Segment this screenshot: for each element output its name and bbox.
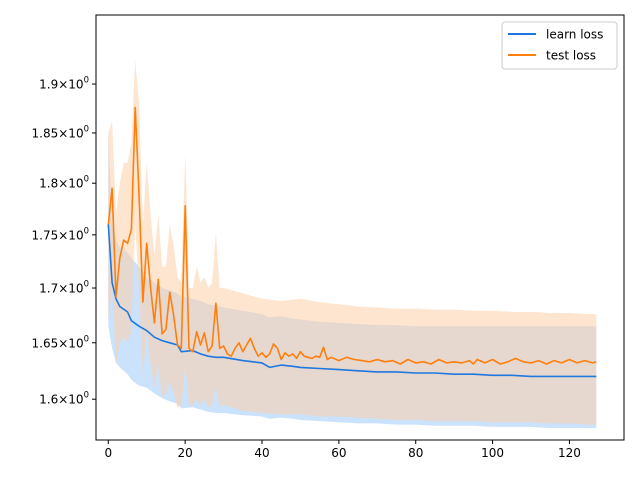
- series-lines: [107, 106, 597, 378]
- y-tick-label: 1.65×100: [32, 334, 89, 350]
- test-loss-line: [107, 106, 597, 365]
- legend-label-learn-loss: learn loss: [546, 28, 603, 42]
- y-tick-label: 1.85×100: [32, 124, 89, 140]
- legend-label-test-loss: test loss: [546, 49, 596, 63]
- x-axis-ticks: 0 20 40 60 80 100 120: [104, 440, 581, 460]
- x-tick-label: 40: [254, 446, 269, 460]
- legend: learn loss test loss: [501, 21, 618, 70]
- y-tick-label: 1.6×100: [39, 391, 89, 407]
- y-axis-ticks: 1.6×100 1.65×100 1.7×100 1.75×100 1.8×100 1.8…: [32, 76, 96, 407]
- x-tick-label: 80: [408, 446, 423, 460]
- y-tick-label: 1.9×100: [39, 76, 89, 92]
- x-tick-label: 120: [558, 446, 581, 460]
- x-tick-label: 0: [104, 446, 112, 460]
- y-tick-label: 1.75×100: [32, 226, 89, 242]
- y-tick-label: 1.7×100: [39, 280, 89, 296]
- test-loss-band: [108, 60, 597, 425]
- x-tick-label: 60: [331, 446, 346, 460]
- plot-frame: [95, 14, 625, 441]
- confidence-bands: [108, 60, 597, 429]
- x-tick-label: 20: [178, 446, 193, 460]
- learn-loss-line: [107, 224, 597, 378]
- y-tick-label: 1.8×100: [39, 175, 89, 191]
- x-tick-label: 100: [481, 446, 504, 460]
